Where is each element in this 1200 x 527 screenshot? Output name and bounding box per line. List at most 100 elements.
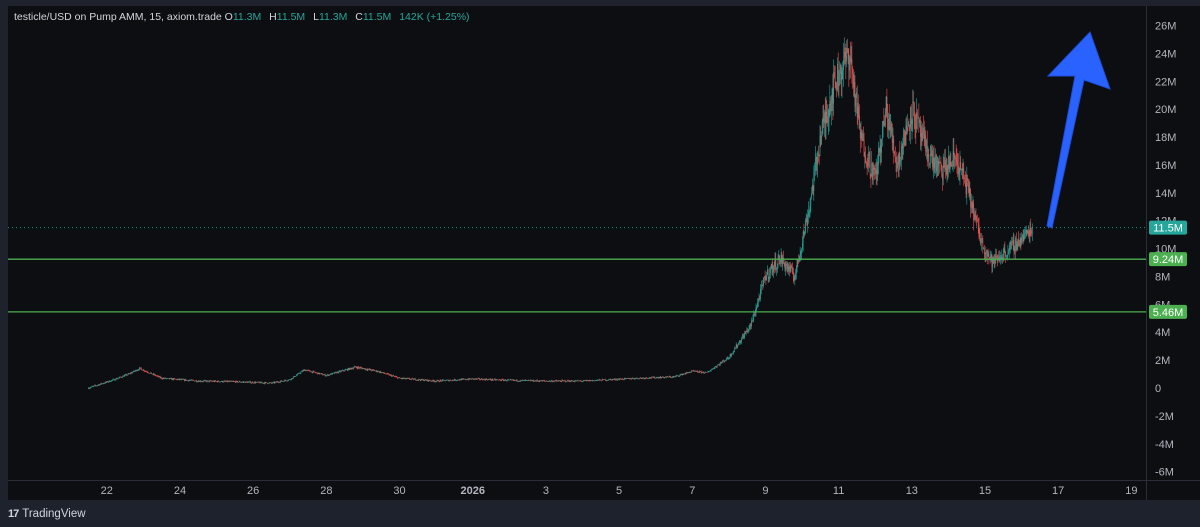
candle-body [973, 203, 975, 221]
y-tick-label: 20M [1155, 104, 1176, 116]
candle-body [160, 377, 162, 379]
candle-body [170, 378, 172, 379]
candle-body [298, 373, 300, 374]
candle-body [806, 219, 808, 225]
candle-body [203, 380, 204, 382]
candle-body [893, 139, 895, 151]
candle-body [789, 265, 791, 272]
candle-body [939, 161, 940, 164]
candle-body [216, 381, 218, 382]
candle-body [545, 381, 547, 382]
candle-body [732, 353, 733, 355]
candle-body [567, 380, 569, 382]
candle-body [97, 385, 98, 386]
candle-body [440, 380, 442, 381]
candle-body [560, 380, 561, 382]
candle-body [1006, 255, 1008, 257]
candle-body [652, 377, 654, 378]
candle-body [793, 277, 795, 281]
candle-body [91, 386, 93, 388]
candle-body [177, 379, 178, 380]
candle-body [179, 379, 181, 380]
candle-body [173, 378, 175, 380]
candle-body [751, 320, 753, 322]
candle-body [901, 146, 903, 149]
candle-body [616, 379, 618, 380]
candle-body [488, 379, 490, 380]
candle-body [199, 380, 200, 382]
candle-body [556, 380, 557, 382]
candle-body [419, 379, 420, 380]
candle-body [474, 378, 476, 380]
candle-body [708, 371, 710, 373]
candle-body [857, 107, 859, 118]
candle-body [404, 377, 405, 379]
candle-body [531, 380, 533, 382]
up-arrow-icon[interactable] [1046, 31, 1111, 229]
candle-body [987, 250, 988, 257]
price-axis[interactable] [1146, 6, 1200, 480]
candle-body [165, 377, 166, 379]
candle-body [993, 257, 994, 264]
candle-body [623, 378, 625, 380]
candle-body [521, 380, 522, 381]
candle-body [228, 381, 229, 382]
candle-body [744, 332, 745, 338]
candle-body [196, 381, 198, 383]
candle-body [656, 377, 658, 378]
candle-body [499, 379, 501, 381]
candle-body [850, 59, 852, 63]
candle-body [481, 378, 483, 380]
candle-body [759, 297, 761, 299]
candle-body [301, 371, 302, 373]
candle-body [612, 379, 614, 380]
candle-body [992, 257, 994, 267]
candle-body [981, 238, 983, 239]
candle-body [918, 117, 920, 124]
candle-body [232, 381, 234, 382]
candle-body [366, 369, 368, 371]
candle-body [278, 382, 280, 383]
candle-body [237, 381, 239, 383]
candle-body [257, 381, 258, 383]
close-value: 11.5M [362, 11, 392, 23]
candle-body [476, 378, 478, 380]
candle-body [140, 367, 142, 369]
candle-body [193, 380, 195, 382]
candle-body [669, 376, 671, 378]
candle-body [187, 380, 188, 381]
candle-body [846, 48, 848, 51]
candle-body [117, 378, 119, 379]
candle-body [477, 378, 478, 380]
candle-body [815, 158, 816, 171]
candle-body [1018, 245, 1020, 247]
candle-body [604, 379, 606, 381]
y-tick-label: 16M [1155, 160, 1176, 172]
plot-area[interactable] [8, 6, 1146, 480]
candle-body [317, 372, 318, 374]
tradingview-brand[interactable]: 17 TradingView [8, 505, 86, 523]
candle-body [315, 372, 317, 374]
candle-body [90, 387, 92, 388]
candle-body [574, 380, 576, 382]
candle-body [375, 370, 377, 372]
time-axis[interactable] [8, 480, 1146, 500]
candle-body [985, 253, 987, 255]
candle-body [829, 100, 831, 110]
candle-body [748, 329, 749, 332]
candle-body [790, 266, 792, 272]
candle-body [435, 381, 437, 382]
candle-body [813, 171, 815, 191]
candle-body [167, 378, 169, 379]
candle-body [738, 342, 739, 346]
candle-body [814, 170, 815, 172]
candle-body [543, 380, 544, 382]
candle-body [862, 133, 864, 140]
candle-body [569, 381, 571, 383]
candle-body [776, 267, 777, 270]
candle-body [411, 378, 413, 380]
candle-body [952, 151, 954, 166]
candle-body [889, 126, 891, 131]
symbol-title[interactable]: testicle/USD on Pump AMM, 15, axiom.trad… [14, 11, 222, 23]
up-arrow-drawing[interactable] [1046, 31, 1111, 229]
